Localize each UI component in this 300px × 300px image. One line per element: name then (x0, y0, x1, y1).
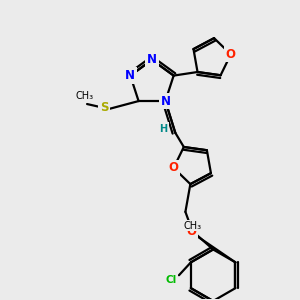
Text: S: S (100, 101, 108, 115)
Text: N: N (125, 69, 135, 82)
Text: O: O (169, 161, 178, 174)
Text: N: N (147, 53, 157, 66)
Text: CH₃: CH₃ (75, 91, 93, 101)
Text: Cl: Cl (165, 275, 177, 285)
Text: O: O (186, 225, 196, 238)
Text: CH₃: CH₃ (183, 221, 201, 231)
Text: N: N (160, 94, 170, 108)
Text: O: O (226, 48, 236, 61)
Text: H: H (159, 124, 167, 134)
